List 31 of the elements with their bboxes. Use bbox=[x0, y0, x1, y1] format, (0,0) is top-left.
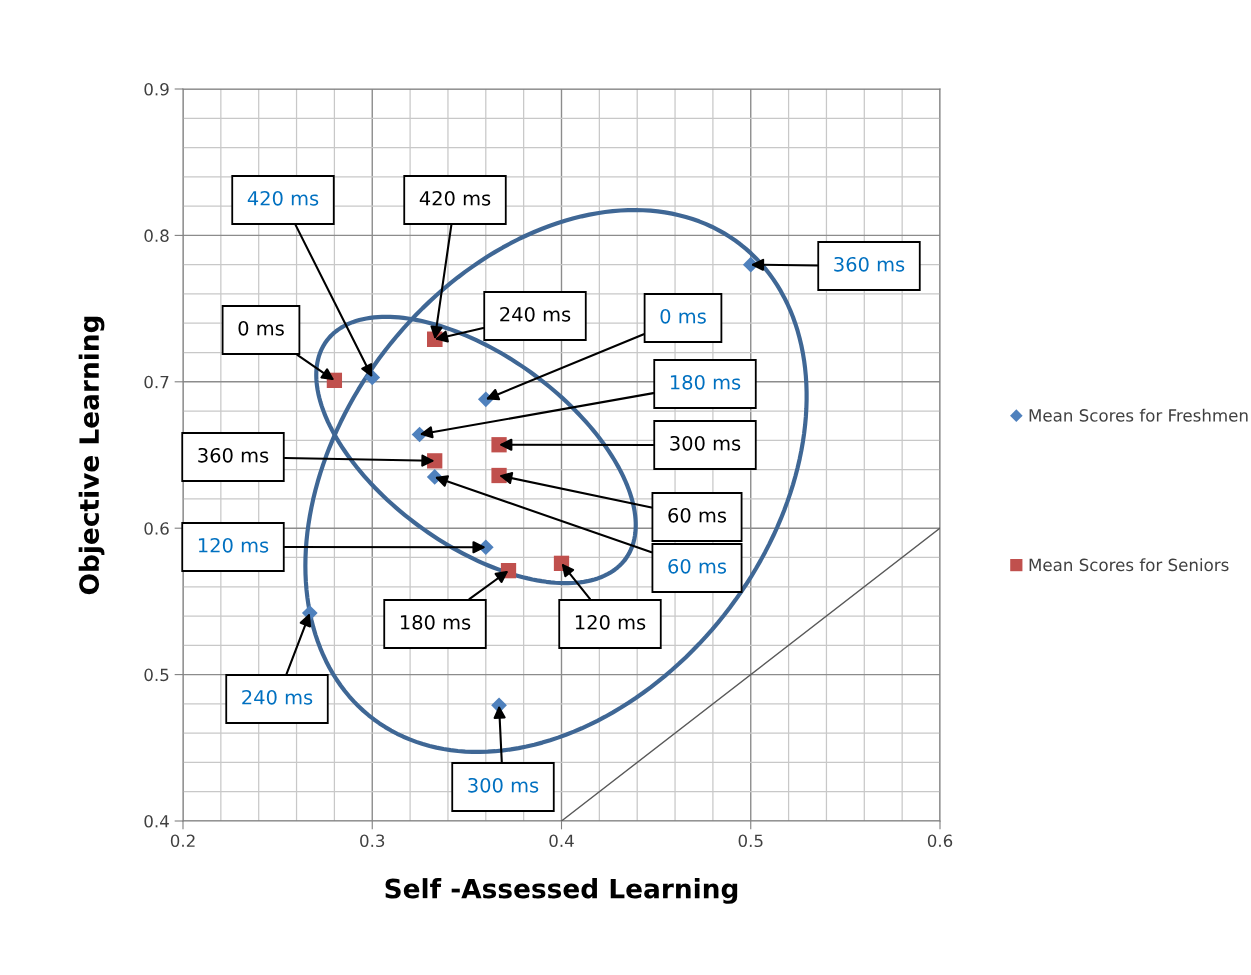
annotation: 0 ms bbox=[660, 308, 706, 324]
legend-label: Mean Scores for Freshmen bbox=[1029, 408, 1248, 422]
annotation: 300 ms bbox=[468, 777, 539, 793]
annotation: 420 ms bbox=[247, 190, 319, 206]
annotation: 180 ms bbox=[670, 374, 741, 390]
x-axis-title: Self -Assessed Learning bbox=[385, 878, 738, 904]
annotation: 360 ms bbox=[198, 447, 269, 463]
x-tick-label: 0.3 bbox=[360, 834, 385, 848]
annotation: 60 ms bbox=[668, 507, 727, 523]
y-tick-label: 0.4 bbox=[144, 814, 169, 828]
annotation: 120 ms bbox=[198, 537, 269, 553]
y-tick-label: 0.5 bbox=[144, 668, 169, 682]
annotation: 60 ms bbox=[668, 558, 727, 574]
annotation: 180 ms bbox=[400, 614, 471, 630]
y-tick-label: 0.7 bbox=[144, 375, 169, 389]
annotation: 120 ms bbox=[575, 614, 646, 630]
annotation: 300 ms bbox=[670, 435, 741, 451]
y-tick-label: 0.6 bbox=[144, 522, 169, 535]
annotation: 0 ms bbox=[238, 320, 284, 336]
legend-label: Mean Scores for Seniors bbox=[1029, 558, 1229, 572]
x-tick-label: 0.2 bbox=[170, 834, 195, 848]
annotation: 360 ms bbox=[834, 256, 905, 272]
y-tick-label: 0.8 bbox=[144, 229, 169, 242]
x-tick-label: 0.6 bbox=[927, 834, 953, 848]
x-tick-label: 0.5 bbox=[738, 834, 763, 848]
y-axis-title: Objective Learning bbox=[78, 316, 105, 595]
annotation: 420 ms bbox=[419, 190, 491, 206]
annotation: 240 ms bbox=[242, 689, 313, 705]
x-tick-label: 0.4 bbox=[549, 834, 574, 848]
y-tick-label: 0.9 bbox=[144, 82, 169, 96]
annotation: 240 ms bbox=[500, 306, 571, 322]
